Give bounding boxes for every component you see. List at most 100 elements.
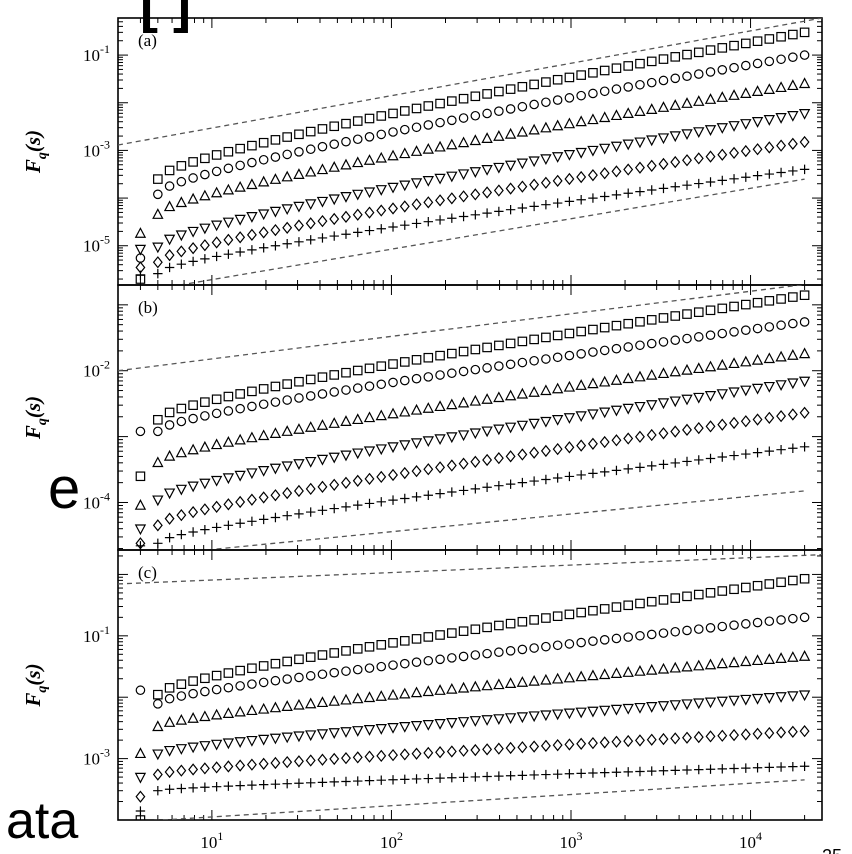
data-point-circle [752,58,763,69]
data-point-triangle-down [387,723,399,734]
data-point-circle [729,620,739,630]
data-point-square [494,620,504,631]
data-point-triangle-up [163,200,176,212]
data-point-circle [529,355,539,366]
data-point-square [682,49,692,60]
data-point-plus [223,520,234,531]
data-point-diamond [135,790,146,803]
data-point-plus [776,167,786,178]
data-point-triangle-up [257,175,270,187]
data-point-circle [164,420,175,430]
data-point-square [223,668,234,678]
data-point-square [623,600,634,611]
data-point-diamond [646,159,657,172]
data-point-triangle-down [681,394,693,406]
data-point-triangle-up [387,149,399,161]
data-point-plus [635,186,645,197]
data-point-diamond [799,725,810,738]
data-point-square [282,656,292,667]
data-point-triangle-down [134,772,147,784]
data-point-square [282,132,292,142]
data-point-diamond [623,432,634,445]
data-point-triangle-down [775,380,787,391]
data-point-circle [741,619,751,629]
data-point-plus [282,239,292,249]
data-point-diamond [188,505,199,519]
data-point-triangle-down [281,732,293,744]
data-point-triangle-down [363,187,376,199]
data-point-circle [599,86,610,97]
data-point-diamond [564,172,575,186]
data-point-square [599,604,610,614]
data-point-square [623,318,634,329]
data-point-diamond [364,206,375,219]
data-point-diamond [576,439,587,452]
data-point-diamond [282,755,293,769]
data-point-diamond [693,730,704,744]
data-point-square [588,605,598,616]
data-point-diamond [482,186,493,199]
plot-area [118,285,811,550]
data-point-triangle-down [551,152,564,163]
data-point-triangle-down [422,720,434,731]
data-point-diamond [423,196,434,209]
data-point-diamond [564,441,575,454]
panels: 10-1 10-3 10-5 Fq(s) (a) 10-2 10-4 Fq(s) (b) 10-1… [21,17,823,852]
data-point-diamond [576,737,587,750]
data-point-triangle-down [740,385,752,397]
data-point-square [164,165,175,176]
data-point-plus [458,485,469,496]
data-point-plus [247,780,257,790]
data-point-square [399,357,410,367]
data-point-plus [764,446,775,456]
series-q3 [134,77,811,238]
data-point-plus [599,467,610,477]
data-point-square [399,106,410,116]
data-point-plus [764,169,775,179]
data-point-triangle-down [669,131,681,143]
data-point-square [176,679,187,689]
data-point-triangle-up [551,672,564,684]
data-point-square [223,146,234,157]
y-axis-label: Fq(s) [21,663,50,707]
data-point-diamond [211,761,222,774]
data-point-diamond [188,242,199,255]
data-point-diamond [599,167,610,180]
data-point-plus [611,190,622,200]
data-point-square [717,586,728,596]
data-point-plus [376,224,386,234]
data-point-diamond [799,406,810,419]
data-point-circle [576,349,586,359]
data-point-diamond [540,176,551,189]
data-point-triangle-up [528,386,540,397]
data-point-plus [329,503,339,514]
data-point-plus [505,771,516,781]
data-point-circle [211,684,222,695]
data-point-plus [388,222,398,232]
data-point-circle [305,391,316,401]
data-point-square [223,391,234,402]
data-point-circle [376,661,387,672]
data-point-plus [270,512,281,523]
data-point-plus [153,538,163,549]
data-point-square [505,338,516,349]
data-point-circle [435,117,445,128]
data-point-plus [294,778,304,788]
data-point-triangle-down [681,129,693,141]
data-point-circle [752,617,763,628]
data-point-square [235,389,245,399]
data-point-plus [529,201,539,212]
data-point-diamond [776,139,787,152]
data-point-diamond [329,752,340,766]
data-point-triangle-down [316,729,329,741]
data-point-triangle-down [669,700,681,712]
data-point-square [364,642,375,652]
data-point-triangle-down [363,725,376,736]
data-point-plus [188,527,198,537]
data-point-plus [400,774,410,785]
data-point-diamond [305,482,316,496]
data-point-diamond [564,738,575,751]
data-point-triangle-up [422,402,434,413]
data-point-plus [552,769,563,779]
data-point-square [458,626,469,636]
